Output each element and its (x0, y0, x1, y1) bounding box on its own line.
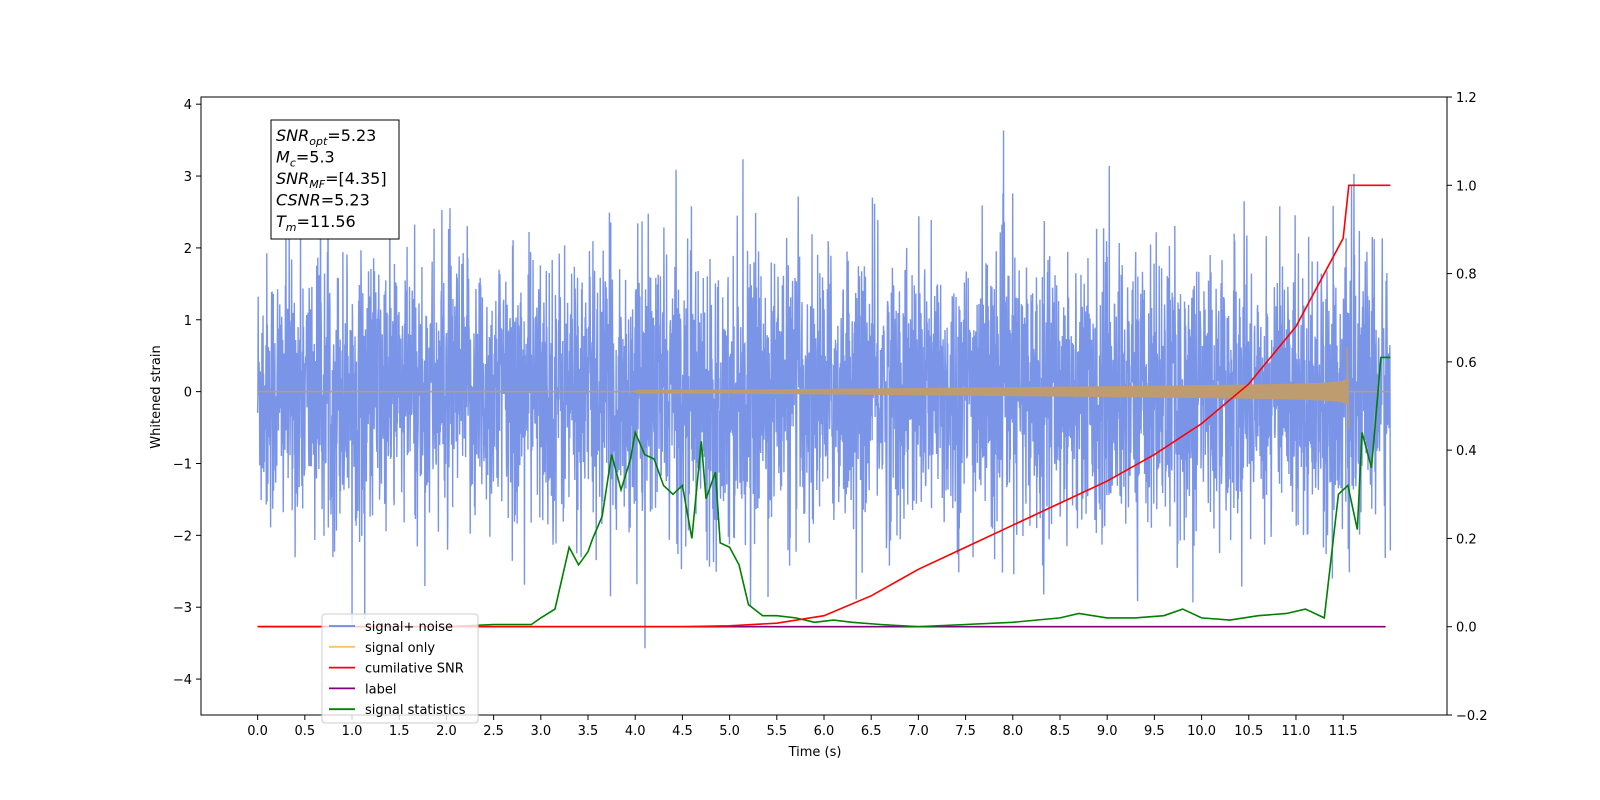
legend: signal+ noise signal only cumilative SNR la… (321, 613, 479, 724)
x-tick-label: 2.5 (483, 724, 504, 739)
x-tick-label: 4.0 (625, 724, 646, 739)
annotation-symbol: T (276, 212, 287, 231)
x-tick-label: 0.0 (247, 724, 268, 739)
x-tick-label: 1.0 (342, 724, 363, 739)
x-tick-label: 1.5 (389, 724, 410, 739)
y-right-tick-label: 0.4 (1456, 444, 1477, 459)
axes: 0.0 0.5 1.0 1.5 2.0 2.5 3.0 3.5 4.0 4.5 5.0 5.5 6.0 6… (173, 91, 1488, 739)
annotation-value: =11.56 (297, 212, 356, 231)
annotation-subscript: c (290, 157, 296, 170)
y-left-tick-label: −3 (173, 601, 192, 616)
x-tick-label: 9.5 (1144, 724, 1165, 739)
y-axis-label: Whitened strain (149, 345, 164, 448)
annotation-subscript: opt (309, 135, 328, 148)
x-tick-label: 11.0 (1281, 724, 1310, 739)
series-signal-statistics (257, 356, 1391, 628)
x-tick-label: 7.0 (908, 724, 929, 739)
series-signal-noise (256, 130, 1392, 649)
y-left-tick-label: −2 (173, 529, 192, 544)
annotation-symbol: SNR (276, 169, 309, 188)
x-tick-label: 6.0 (814, 724, 835, 739)
signal-only-merger-spike (1346, 347, 1350, 430)
x-tick-label: 0.5 (294, 724, 315, 739)
y-right-tick-label: −0.2 (1456, 709, 1488, 724)
annotation-symbol: M (276, 148, 290, 167)
legend-label: signal statistics (365, 703, 466, 718)
annotation-frame (270, 119, 400, 240)
annotation-value: =5.23 (321, 191, 370, 210)
x-tick-label: 4.5 (672, 724, 693, 739)
annotation-box: SNRopt=5.23Mc=5.3SNRMF=[4.35]CSNR=5.23Tm… (270, 119, 400, 240)
annotation-value: =5.23 (327, 126, 376, 145)
y-right-tick-label: 1.0 (1456, 179, 1477, 194)
x-tick-label: 8.0 (1002, 724, 1023, 739)
y-left-tick-label: −1 (173, 457, 192, 472)
annotation-line: SNRMF=[4.35] (276, 169, 387, 191)
x-tick-label: 5.5 (766, 724, 787, 739)
legend-label: label (365, 682, 396, 697)
y-right-tick-label: 0.8 (1456, 268, 1477, 283)
x-tick-label: 3.0 (530, 724, 551, 739)
annotation-value: =[4.35] (325, 169, 387, 188)
annotation-subscript: MF (309, 178, 325, 191)
legend-label: signal only (365, 641, 435, 656)
y-left-tick-label: 0 (184, 386, 192, 401)
annotation-subscript: m (286, 221, 297, 234)
x-tick-label: 10.5 (1234, 724, 1263, 739)
y-right-tick-label: 1.2 (1456, 91, 1477, 106)
annotation-line: SNRopt=5.23 (276, 126, 376, 148)
x-tick-label: 8.5 (1050, 724, 1071, 739)
x-tick-label: 10.0 (1187, 724, 1216, 739)
legend-label: signal+ noise (365, 620, 453, 635)
y-left-tick-label: 4 (184, 98, 192, 113)
annotation-symbol: SNR (276, 126, 309, 145)
legend-frame (321, 613, 479, 724)
x-tick-label: 9.0 (1097, 724, 1118, 739)
y-left-tick-label: 1 (184, 314, 192, 329)
y-right-tick-label: 0.2 (1456, 532, 1477, 547)
x-axis-label: Time (s) (788, 745, 842, 760)
y-right-tick-label: 0.0 (1456, 621, 1477, 636)
y-left-tick-label: 3 (184, 170, 192, 185)
y-left-tick-label: 2 (184, 242, 192, 257)
annotation-value: =5.3 (296, 148, 335, 167)
x-tick-label: 7.5 (955, 724, 976, 739)
x-tick-label: 5.0 (719, 724, 740, 739)
annotation-line: CSNR=5.23 (276, 191, 370, 210)
legend-label: cumilative SNR (365, 662, 464, 677)
series-signal-only (257, 378, 1349, 405)
annotation-line: Mc=5.3 (276, 148, 335, 170)
annotation-symbol: CSNR (276, 191, 321, 210)
series-cumulative-snr (257, 184, 1391, 628)
x-tick-label: 11.5 (1329, 724, 1358, 739)
y-left-tick-label: −4 (173, 673, 192, 688)
x-tick-label: 3.5 (578, 724, 599, 739)
annotation-line: Tm=11.56 (276, 212, 356, 234)
x-tick-label: 2.0 (436, 724, 457, 739)
y-right-tick-label: 0.6 (1456, 356, 1477, 371)
x-tick-label: 6.5 (861, 724, 882, 739)
